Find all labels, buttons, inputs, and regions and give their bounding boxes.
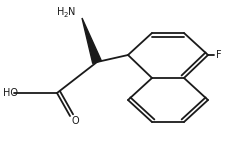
Polygon shape: [82, 18, 101, 63]
Text: F: F: [216, 50, 222, 60]
Text: N: N: [68, 7, 75, 17]
Text: H: H: [57, 7, 64, 17]
Text: 2: 2: [63, 12, 68, 18]
Text: O: O: [72, 116, 80, 126]
Text: HO: HO: [3, 88, 18, 98]
